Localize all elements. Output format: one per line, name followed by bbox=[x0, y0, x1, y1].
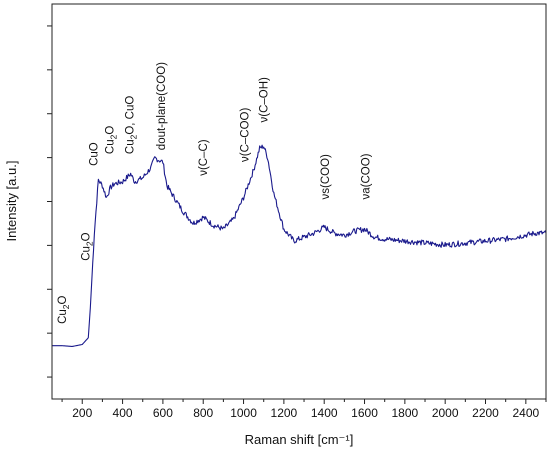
peak-annotation: Cu2O bbox=[57, 295, 71, 323]
x-tick-label: 600 bbox=[153, 406, 173, 420]
peak-annotation: νa(COO) bbox=[361, 153, 373, 199]
x-tick-label: 1400 bbox=[311, 406, 338, 420]
peak-annotation: Cu2O bbox=[105, 126, 119, 154]
x-tick-label: 1800 bbox=[392, 406, 419, 420]
x-tick-label: 400 bbox=[113, 406, 133, 420]
peak-annotation: ν(C–C) bbox=[198, 139, 210, 176]
x-tick-label: 800 bbox=[193, 406, 213, 420]
peak-annotations: Cu2O Cu2O CuO Cu2O Cu2O, CuO dout-plane(COO) ν… bbox=[57, 62, 372, 324]
peak-annotation: CuO bbox=[88, 142, 100, 166]
x-tick-label: 2000 bbox=[432, 406, 459, 420]
peak-annotation: ν(C–OH) bbox=[259, 77, 271, 123]
x-tick-label: 1600 bbox=[351, 406, 378, 420]
raman-spectrum-line bbox=[52, 144, 547, 348]
x-tick-label: 200 bbox=[72, 406, 92, 420]
peak-annotation: νs(COO) bbox=[320, 154, 332, 200]
peak-annotation: ν(C–COO) bbox=[240, 108, 252, 162]
y-axis-ticks bbox=[47, 25, 52, 378]
peak-annotation: Cu2O bbox=[80, 232, 94, 260]
x-tick-label: 1000 bbox=[230, 406, 257, 420]
x-tick-label: 2400 bbox=[512, 406, 539, 420]
x-axis-title: Raman shift [cm⁻¹] bbox=[245, 432, 354, 447]
peak-annotation: dout-plane(COO) bbox=[156, 62, 168, 150]
peak-annotation: Cu2O, CuO bbox=[125, 96, 139, 154]
y-axis-title: Intensity [a.u.] bbox=[4, 161, 19, 242]
x-tick-label: 2200 bbox=[472, 406, 499, 420]
x-axis-ticks: 200 400 600 800 1000 1200 1400 1600 1800 2000 2200… bbox=[61, 399, 547, 420]
x-tick-label: 1200 bbox=[271, 406, 298, 420]
